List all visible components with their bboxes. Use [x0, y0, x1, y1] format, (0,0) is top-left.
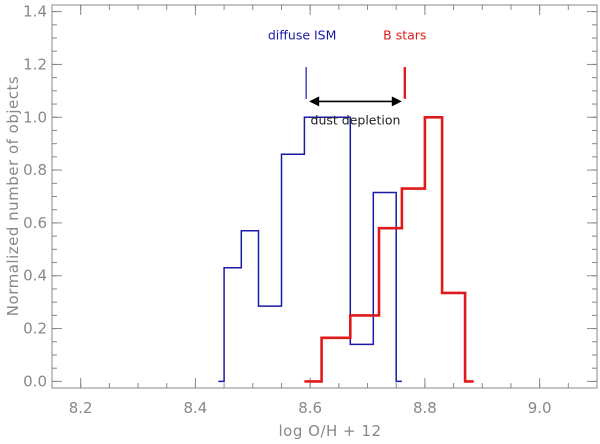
histogram-bin: [218, 380, 224, 382]
histogram-bin: [350, 314, 379, 316]
tick-labels: 8.2 8.4 8.6 8.8 9.0 0.0 0.2 0.4 0.6 0.8 1.0 1.2 1.4: [23, 3, 551, 417]
histogram-bin: [304, 380, 321, 382]
y-tick-label: 0.2: [23, 320, 47, 338]
histogram-series: [218, 116, 474, 383]
arrowhead-left-icon: [309, 96, 320, 107]
y-tick-label: 0.0: [23, 372, 47, 390]
histogram-bin: [281, 153, 304, 155]
histogram-bin: [241, 230, 258, 232]
histogram-bin: [442, 292, 465, 294]
annotations: diffuse ISM B stars dust depletion: [268, 27, 427, 127]
x-tick-label: 8.6: [298, 399, 322, 417]
histogram-series-2: [304, 116, 474, 383]
diffuse-ism-label: diffuse ISM: [268, 27, 337, 42]
y-tick-label: 1.2: [23, 55, 47, 73]
y-tick-label: 1.0: [23, 108, 47, 126]
histogram-bin: [259, 305, 282, 307]
histogram-series-1: [218, 116, 402, 383]
y-tick-label: 1.4: [23, 3, 47, 21]
histogram-bin: [379, 227, 402, 229]
histogram-bin: [425, 116, 442, 118]
x-tick-label: 8.2: [69, 399, 93, 417]
arrowhead-right-icon: [391, 96, 402, 107]
histogram-bin: [373, 192, 396, 194]
dust-depletion-label: dust depletion: [311, 112, 401, 127]
histogram-bin: [224, 267, 241, 269]
y-tick-label: 0.8: [23, 161, 47, 179]
axis-ticks: [51, 5, 598, 388]
x-tick-label: 8.4: [183, 399, 207, 417]
histogram-bin: [396, 380, 402, 382]
y-tick-label: 0.6: [23, 214, 47, 232]
b-stars-label: B stars: [383, 27, 426, 42]
x-tick-label: 9.0: [528, 399, 552, 417]
y-axis-label: Normalized number of objects: [4, 76, 22, 316]
x-axis-label: log O/H + 12: [279, 422, 382, 440]
histogram-bin: [322, 337, 351, 339]
histogram-bin: [465, 380, 474, 382]
y-tick-label: 0.4: [23, 267, 47, 285]
x-tick-label: 8.8: [413, 399, 437, 417]
histogram-bin: [350, 343, 373, 345]
plot-frame: [51, 4, 598, 389]
histogram-bin: [402, 188, 425, 190]
